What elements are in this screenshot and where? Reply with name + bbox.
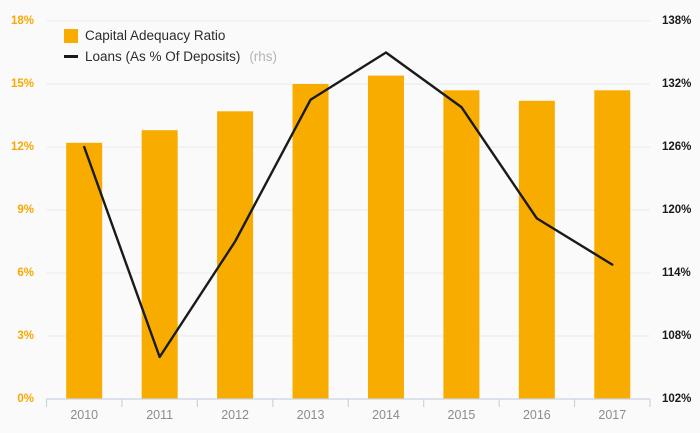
bar-2016[interactable] xyxy=(518,100,555,400)
bar-series-swatch-icon xyxy=(64,28,78,43)
left-axis-tick-12%: 12% xyxy=(10,141,34,153)
left-axis-tick-6%: 6% xyxy=(17,267,34,279)
legend-item-capital-adequacy-ratio[interactable]: Capital Adequacy Ratio xyxy=(64,27,277,44)
right-axis-tick-120%: 120% xyxy=(662,204,692,216)
x-axis-label-2013: 2013 xyxy=(296,408,325,422)
left-axis-tick-15%: 15% xyxy=(10,78,34,90)
x-axis-label-2014: 2014 xyxy=(372,408,400,422)
x-axis-label-2015: 2015 xyxy=(447,408,476,422)
bar-2015[interactable] xyxy=(443,90,480,400)
legend-rhs-note: (rhs) xyxy=(249,49,278,64)
right-axis-tick-126%: 126% xyxy=(662,141,692,153)
left-axis-tick-3%: 3% xyxy=(17,330,34,342)
legend: Capital Adequacy Ratio Loans (As % Of De… xyxy=(64,27,277,65)
bar-2010[interactable] xyxy=(66,142,103,400)
left-axis-tick-18%: 18% xyxy=(10,15,34,27)
bar-2012[interactable] xyxy=(217,111,254,400)
bar-2017[interactable] xyxy=(594,90,631,400)
left-axis-tick-0%: 0% xyxy=(17,393,34,405)
x-axis-label-2012: 2012 xyxy=(221,408,249,422)
right-axis-tick-114%: 114% xyxy=(662,267,691,279)
line-loans-deposits[interactable] xyxy=(83,51,614,359)
bar-2011[interactable] xyxy=(141,130,178,399)
legend-bar-label: Capital Adequacy Ratio xyxy=(85,28,226,43)
legend-line-label: Loans (As % Of Deposits) xyxy=(85,49,241,64)
x-axis-label-2017: 2017 xyxy=(598,408,627,422)
bar-2013[interactable] xyxy=(292,84,329,399)
x-axis-label-2011: 2011 xyxy=(146,408,174,422)
right-axis-tick-108%: 108% xyxy=(662,330,692,342)
bar-2014[interactable] xyxy=(367,75,404,399)
right-axis-tick-138%: 138% xyxy=(662,15,692,27)
legend-item-loans-deposits[interactable]: Loans (As % Of Deposits) (rhs) xyxy=(64,48,277,65)
line-series-dash-icon xyxy=(64,55,78,58)
x-axis-label-2010: 2010 xyxy=(70,408,99,422)
left-axis-tick-9%: 9% xyxy=(17,204,34,216)
x-axis-label-2016: 2016 xyxy=(522,408,551,422)
right-axis-tick-102%: 102% xyxy=(662,393,692,405)
right-axis-tick-132%: 132% xyxy=(662,78,692,90)
